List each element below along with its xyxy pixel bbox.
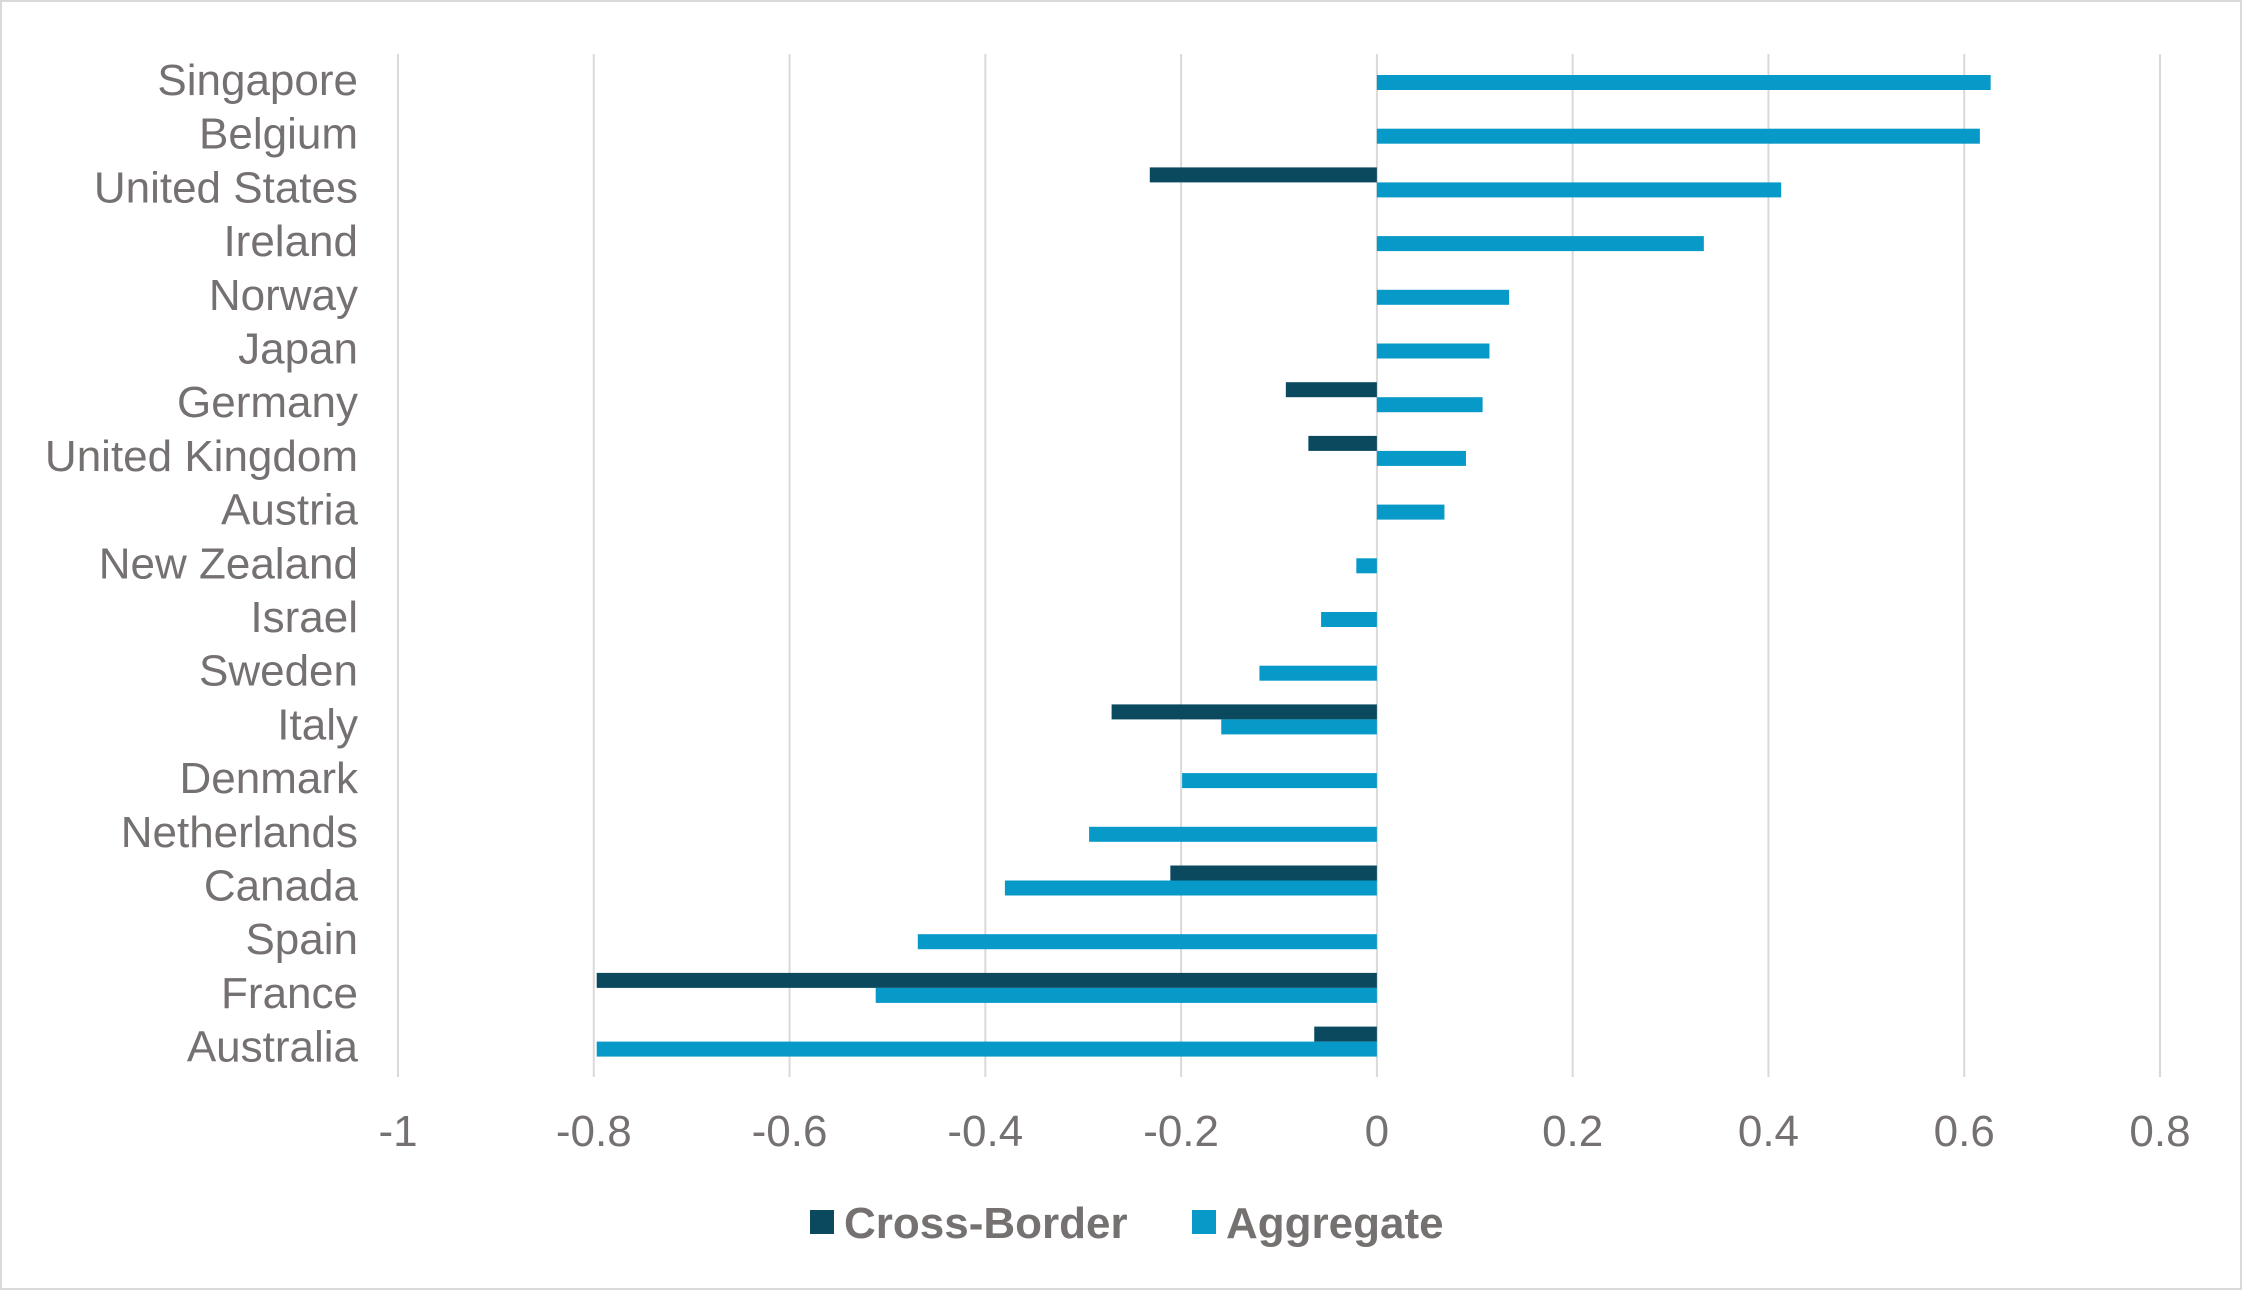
bar-cross-border-united-states bbox=[1149, 167, 1377, 183]
category-label-canada: Canada bbox=[204, 862, 359, 911]
category-label-ireland: Ireland bbox=[223, 217, 358, 266]
bar-aggregate-denmark bbox=[1182, 773, 1377, 789]
bar-aggregate-united-states bbox=[1376, 182, 1782, 198]
legend-swatch-cross-border bbox=[810, 1210, 834, 1234]
bar-cross-border-france bbox=[596, 972, 1377, 988]
bar-aggregate-france bbox=[875, 987, 1377, 1003]
bar-aggregate-spain bbox=[917, 934, 1377, 950]
legend-swatch-aggregate bbox=[1192, 1210, 1216, 1234]
bar-aggregate-italy bbox=[1221, 719, 1377, 735]
category-label-united-kingdom: United Kingdom bbox=[45, 432, 358, 481]
category-label-france: France bbox=[221, 969, 358, 1018]
bar-aggregate-austria bbox=[1376, 504, 1445, 520]
bar-aggregate-japan bbox=[1376, 343, 1490, 359]
bars bbox=[596, 75, 1991, 1057]
bar-aggregate-new-zealand bbox=[1356, 558, 1377, 574]
bar-cross-border-italy bbox=[1111, 704, 1377, 720]
bar-aggregate-sweden bbox=[1259, 665, 1377, 681]
category-label-israel: Israel bbox=[250, 593, 358, 642]
legend-label-aggregate: Aggregate bbox=[1226, 1199, 1444, 1248]
x-tick-label-2: -0.6 bbox=[752, 1107, 828, 1156]
legend-label-cross-border: Cross-Border bbox=[844, 1199, 1128, 1248]
category-label-spain: Spain bbox=[245, 915, 358, 964]
bar-aggregate-germany bbox=[1376, 397, 1483, 413]
bar-aggregate-australia bbox=[596, 1041, 1377, 1057]
category-label-sweden: Sweden bbox=[199, 647, 358, 696]
category-label-singapore: Singapore bbox=[157, 56, 358, 105]
bar-aggregate-canada bbox=[1004, 880, 1377, 896]
category-label-netherlands: Netherlands bbox=[121, 808, 358, 857]
x-tick-label-3: -0.4 bbox=[947, 1107, 1023, 1156]
x-tick-label-8: 0.6 bbox=[1934, 1107, 1995, 1156]
category-label-australia: Australia bbox=[187, 1023, 359, 1072]
category-label-norway: Norway bbox=[209, 271, 358, 320]
category-label-austria: Austria bbox=[221, 486, 358, 535]
category-label-denmark: Denmark bbox=[180, 754, 359, 803]
bar-aggregate-united-kingdom bbox=[1376, 450, 1466, 466]
x-tick-label-9: 0.8 bbox=[2129, 1107, 2190, 1156]
bar-aggregate-netherlands bbox=[1089, 826, 1377, 842]
bar-aggregate-singapore bbox=[1376, 75, 1991, 90]
bar-aggregate-norway bbox=[1376, 289, 1510, 305]
grid-lines bbox=[397, 54, 2161, 1077]
bar-cross-border-germany bbox=[1285, 382, 1377, 398]
x-tick-label-5: 0 bbox=[1365, 1107, 1389, 1156]
category-label-germany: Germany bbox=[177, 378, 358, 427]
x-tick-label-7: 0.4 bbox=[1738, 1107, 1799, 1156]
x-tick-label-4: -0.2 bbox=[1143, 1107, 1219, 1156]
category-label-belgium: Belgium bbox=[199, 110, 358, 159]
bar-cross-border-united-kingdom bbox=[1308, 435, 1377, 451]
x-tick-label-6: 0.2 bbox=[1542, 1107, 1603, 1156]
x-tick-label-1: -0.8 bbox=[556, 1107, 632, 1156]
bar-cross-border-canada bbox=[1170, 865, 1377, 881]
bar-aggregate-israel bbox=[1321, 612, 1377, 627]
bar-aggregate-ireland bbox=[1376, 236, 1704, 252]
legend: Cross-Border Aggregate bbox=[810, 1199, 1444, 1248]
category-label-italy: Italy bbox=[277, 700, 358, 749]
x-tick-label-0: -1 bbox=[378, 1107, 417, 1156]
bar-cross-border-australia bbox=[1314, 1026, 1377, 1042]
bar-aggregate-belgium bbox=[1376, 128, 1980, 144]
category-label-japan: Japan bbox=[238, 325, 358, 374]
x-axis-tick-labels: -1 -0.8 -0.6 -0.4 -0.2 0 0.2 0.4 0.6 0.8 bbox=[378, 1107, 2190, 1156]
category-label-new-zealand: New Zealand bbox=[99, 539, 358, 588]
category-label-united-states: United States bbox=[94, 163, 358, 212]
